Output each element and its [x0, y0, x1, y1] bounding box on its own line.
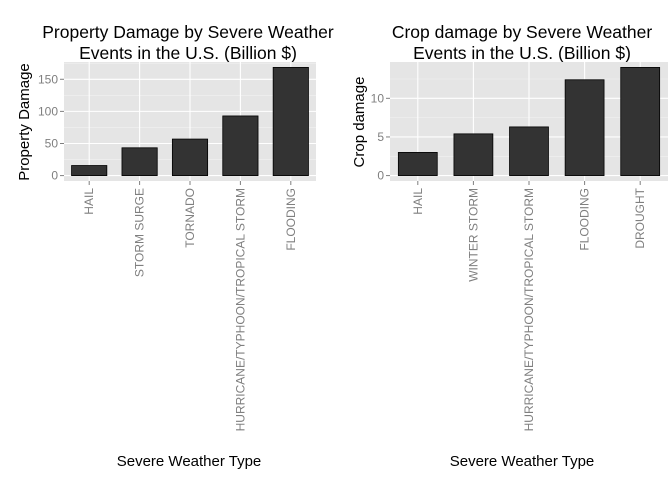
chart-title-line-1: Crop damage by Severe Weather — [392, 22, 653, 42]
property-damage-chart: Property Damage by Severe Weather Events… — [16, 22, 334, 470]
y-tick-label: 100 — [38, 104, 58, 118]
y-axis-title: Property Damage — [16, 63, 33, 181]
x-tick-label: DROUGHT — [633, 187, 647, 248]
y-tick-label: 0 — [377, 169, 384, 183]
crop-damage-chart: Crop damage by Severe Weather Events in … — [351, 22, 668, 470]
y-tick-label: 0 — [51, 169, 58, 183]
bar — [71, 165, 108, 177]
x-tick-label: HURRICANE/TYPHOON/TROPICAL STORM — [233, 188, 247, 431]
bar — [564, 79, 605, 176]
x-tick-label: HAIL — [411, 188, 425, 215]
bar — [397, 152, 438, 176]
x-tick-label: WINTER STORM — [466, 188, 480, 282]
x-tick-label: HURRICANE/TYPHOON/TROPICAL STORM — [522, 188, 536, 431]
bar — [272, 66, 309, 177]
x-tick-label: TORNADO — [183, 188, 197, 248]
y-axis-title: Crop damage — [351, 77, 368, 168]
x-axis-title: Severe Weather Type — [117, 453, 262, 470]
y-tick-label: 150 — [38, 72, 58, 86]
x-tick-label: HAIL — [82, 188, 96, 215]
bar — [453, 133, 494, 176]
chart-title-line-1: Property Damage by Severe Weather — [42, 22, 334, 42]
y-tick-label: 10 — [371, 91, 385, 105]
bar — [222, 115, 259, 177]
y-tick-label: 50 — [45, 136, 59, 150]
y-tick-label: 5 — [377, 130, 384, 144]
bar — [121, 147, 158, 177]
bar — [509, 126, 549, 176]
bar — [171, 138, 209, 177]
x-axis-title: Severe Weather Type — [450, 453, 595, 470]
x-tick-label: FLOODING — [578, 188, 592, 251]
chart-title-line-2: Events in the U.S. (Billion $) — [79, 43, 297, 63]
bar — [620, 67, 661, 176]
chart-title-line-2: Events in the U.S. (Billion $) — [413, 43, 631, 63]
x-tick-label: FLOODING — [284, 188, 298, 251]
x-tick-label: STORM SURGE — [133, 188, 147, 277]
